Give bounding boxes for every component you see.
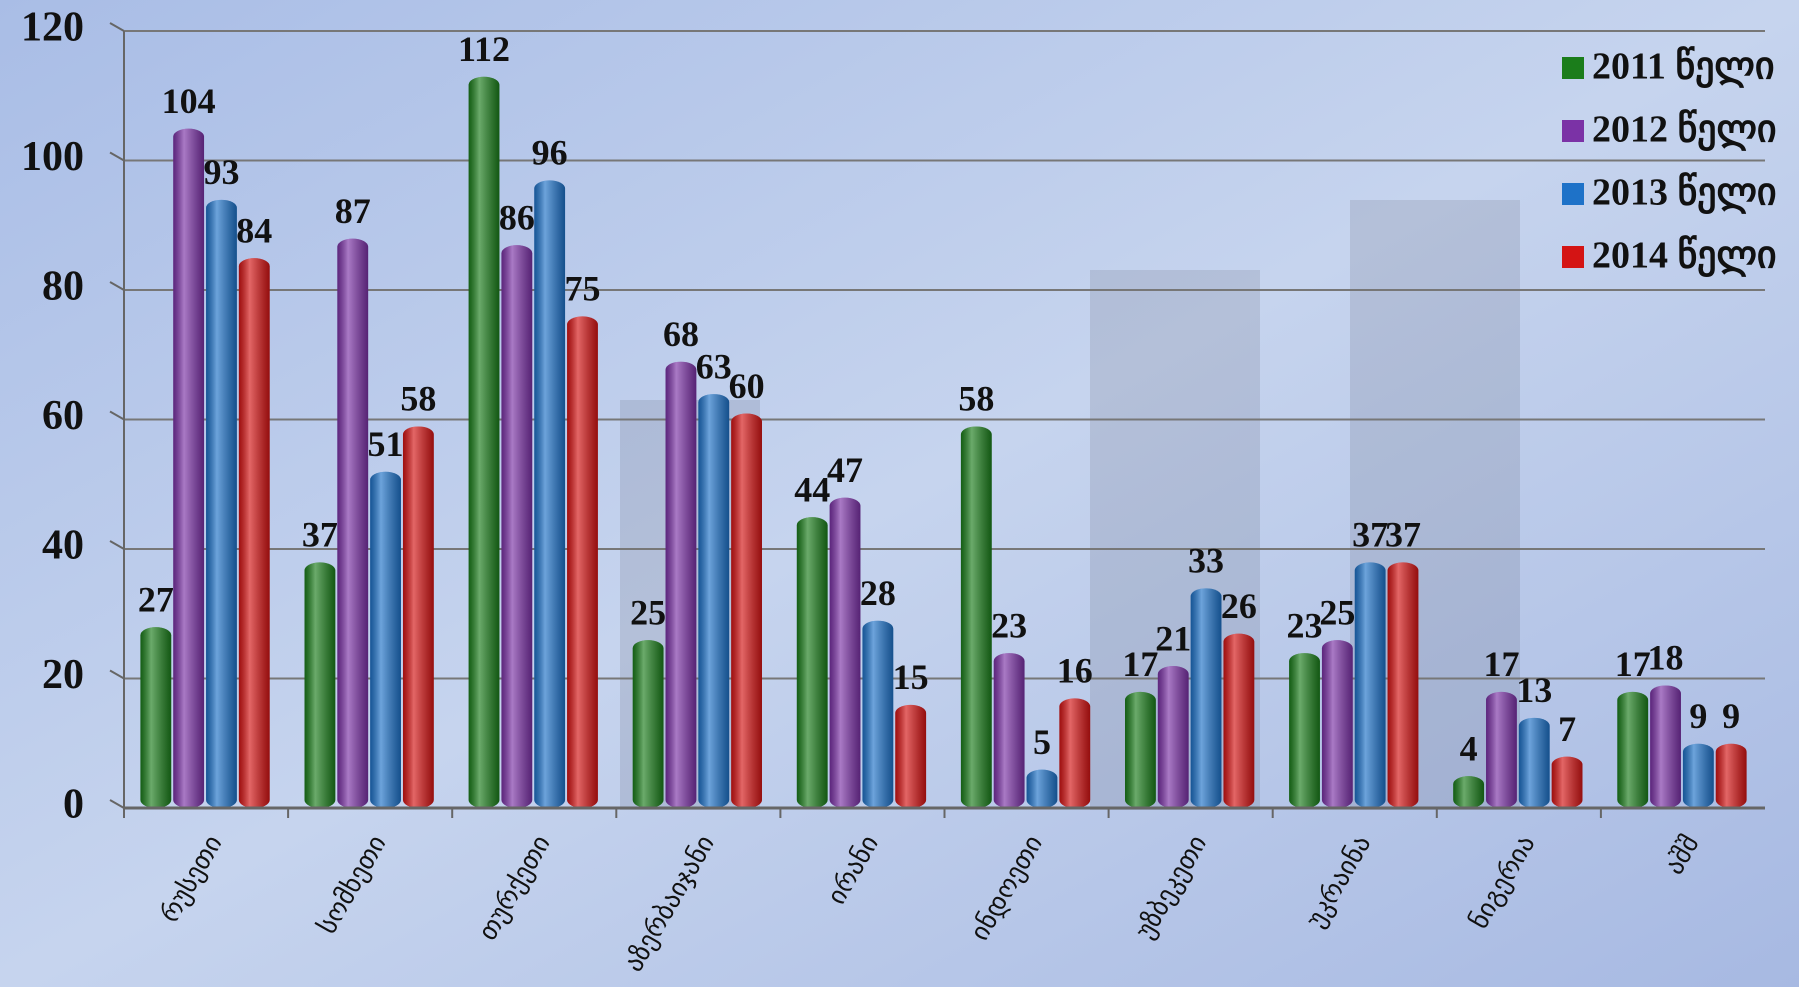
bar-shine xyxy=(698,394,729,808)
value-label: 17 xyxy=(1483,644,1519,684)
legend-swatch xyxy=(1562,57,1584,79)
value-label: 15 xyxy=(893,657,929,697)
y-tick-label: 40 xyxy=(42,523,84,569)
value-label: 51 xyxy=(368,424,404,464)
value-label: 58 xyxy=(400,379,436,419)
bar-shine xyxy=(567,316,598,808)
value-label: 25 xyxy=(630,592,666,632)
bar-shine xyxy=(1650,685,1681,808)
bar-shine xyxy=(1223,634,1254,808)
bar-shine xyxy=(1322,640,1353,808)
bar-shine xyxy=(1388,562,1419,808)
y-tick-label: 0 xyxy=(63,782,84,828)
legend-swatch xyxy=(1562,246,1584,268)
value-label: 23 xyxy=(1287,605,1323,645)
value-label: 93 xyxy=(203,152,239,192)
bar-shine xyxy=(403,426,434,808)
bar-shine xyxy=(731,414,762,809)
bar-shine xyxy=(1355,562,1386,808)
bar-shine xyxy=(830,498,861,808)
value-label: 17 xyxy=(1615,644,1651,684)
bar-shine xyxy=(534,180,565,808)
value-label: 17 xyxy=(1122,644,1158,684)
bar-shine xyxy=(501,245,532,808)
value-label: 58 xyxy=(958,379,994,419)
bar-shine xyxy=(797,517,828,808)
value-label: 96 xyxy=(532,133,568,173)
value-label: 16 xyxy=(1057,651,1093,691)
bar-shine xyxy=(895,705,926,808)
bar-shine xyxy=(140,627,171,808)
value-label: 27 xyxy=(138,579,174,619)
value-label: 9 xyxy=(1722,696,1740,736)
bar-shine xyxy=(633,640,664,808)
bar-shine xyxy=(1683,744,1714,808)
value-label: 68 xyxy=(663,314,699,354)
bar-shine xyxy=(1289,653,1320,808)
y-tick-label: 80 xyxy=(42,264,84,310)
value-label: 63 xyxy=(696,346,732,386)
bar-shine xyxy=(305,562,336,808)
value-label: 37 xyxy=(1352,515,1388,555)
legend-label: 2012 წელი xyxy=(1592,109,1777,152)
legend-label: 2011 წელი xyxy=(1592,46,1775,89)
value-label: 7 xyxy=(1558,709,1576,749)
bar-shine xyxy=(1486,692,1517,808)
legend-swatch xyxy=(1562,120,1584,142)
bar-shine xyxy=(469,77,500,808)
value-label: 21 xyxy=(1155,618,1191,658)
value-label: 13 xyxy=(1516,670,1552,710)
bar-shine xyxy=(1552,757,1583,808)
bar-shine xyxy=(173,129,204,808)
bar-shine xyxy=(1158,666,1189,808)
value-label: 18 xyxy=(1648,638,1684,678)
y-tick-label: 20 xyxy=(42,652,84,698)
value-label: 47 xyxy=(827,450,863,490)
legend-swatch xyxy=(1562,183,1584,205)
bar-shine xyxy=(337,239,368,808)
legend-label: 2013 წელი xyxy=(1592,172,1777,215)
value-label: 37 xyxy=(302,515,338,555)
bar-shine xyxy=(994,653,1025,808)
value-label: 104 xyxy=(162,81,216,121)
bar-shine xyxy=(1453,776,1484,808)
bar-shine xyxy=(961,426,992,808)
value-label: 33 xyxy=(1188,541,1224,581)
page: {"chart_data": {"type": "bar", "categori… xyxy=(0,0,1799,987)
bar-shine xyxy=(666,362,697,808)
bar-shine xyxy=(206,200,237,808)
bar-shine xyxy=(370,472,401,808)
value-label: 4 xyxy=(1460,728,1478,768)
bar-shine xyxy=(1519,718,1550,808)
bar-shine xyxy=(1191,588,1222,808)
value-label: 75 xyxy=(564,269,600,309)
value-label: 84 xyxy=(236,210,272,250)
value-label: 9 xyxy=(1689,696,1707,736)
value-label: 87 xyxy=(335,191,371,231)
y-tick-label: 100 xyxy=(21,134,84,180)
chart: 020406080100120რუსეთი271049384სომხეთი378… xyxy=(0,0,1799,987)
value-label: 86 xyxy=(499,197,535,237)
value-label: 23 xyxy=(991,605,1027,645)
value-label: 112 xyxy=(458,29,510,69)
legend-label: 2014 წელი xyxy=(1592,235,1777,278)
bar-shine xyxy=(239,258,270,808)
value-label: 44 xyxy=(794,469,830,509)
y-tick-label: 120 xyxy=(21,5,84,51)
value-label: 37 xyxy=(1385,515,1421,555)
value-label: 60 xyxy=(729,366,765,406)
bar-shine xyxy=(1617,692,1648,808)
value-label: 26 xyxy=(1221,586,1257,626)
value-label: 5 xyxy=(1033,722,1051,762)
bar-shine xyxy=(1027,770,1058,808)
bar-shine xyxy=(1059,698,1090,808)
value-label: 28 xyxy=(860,573,896,613)
bar-shine xyxy=(1125,692,1156,808)
y-tick-label: 60 xyxy=(42,393,84,439)
bar-shine xyxy=(862,621,893,808)
value-label: 25 xyxy=(1319,592,1355,632)
bar-shine xyxy=(1716,744,1747,808)
